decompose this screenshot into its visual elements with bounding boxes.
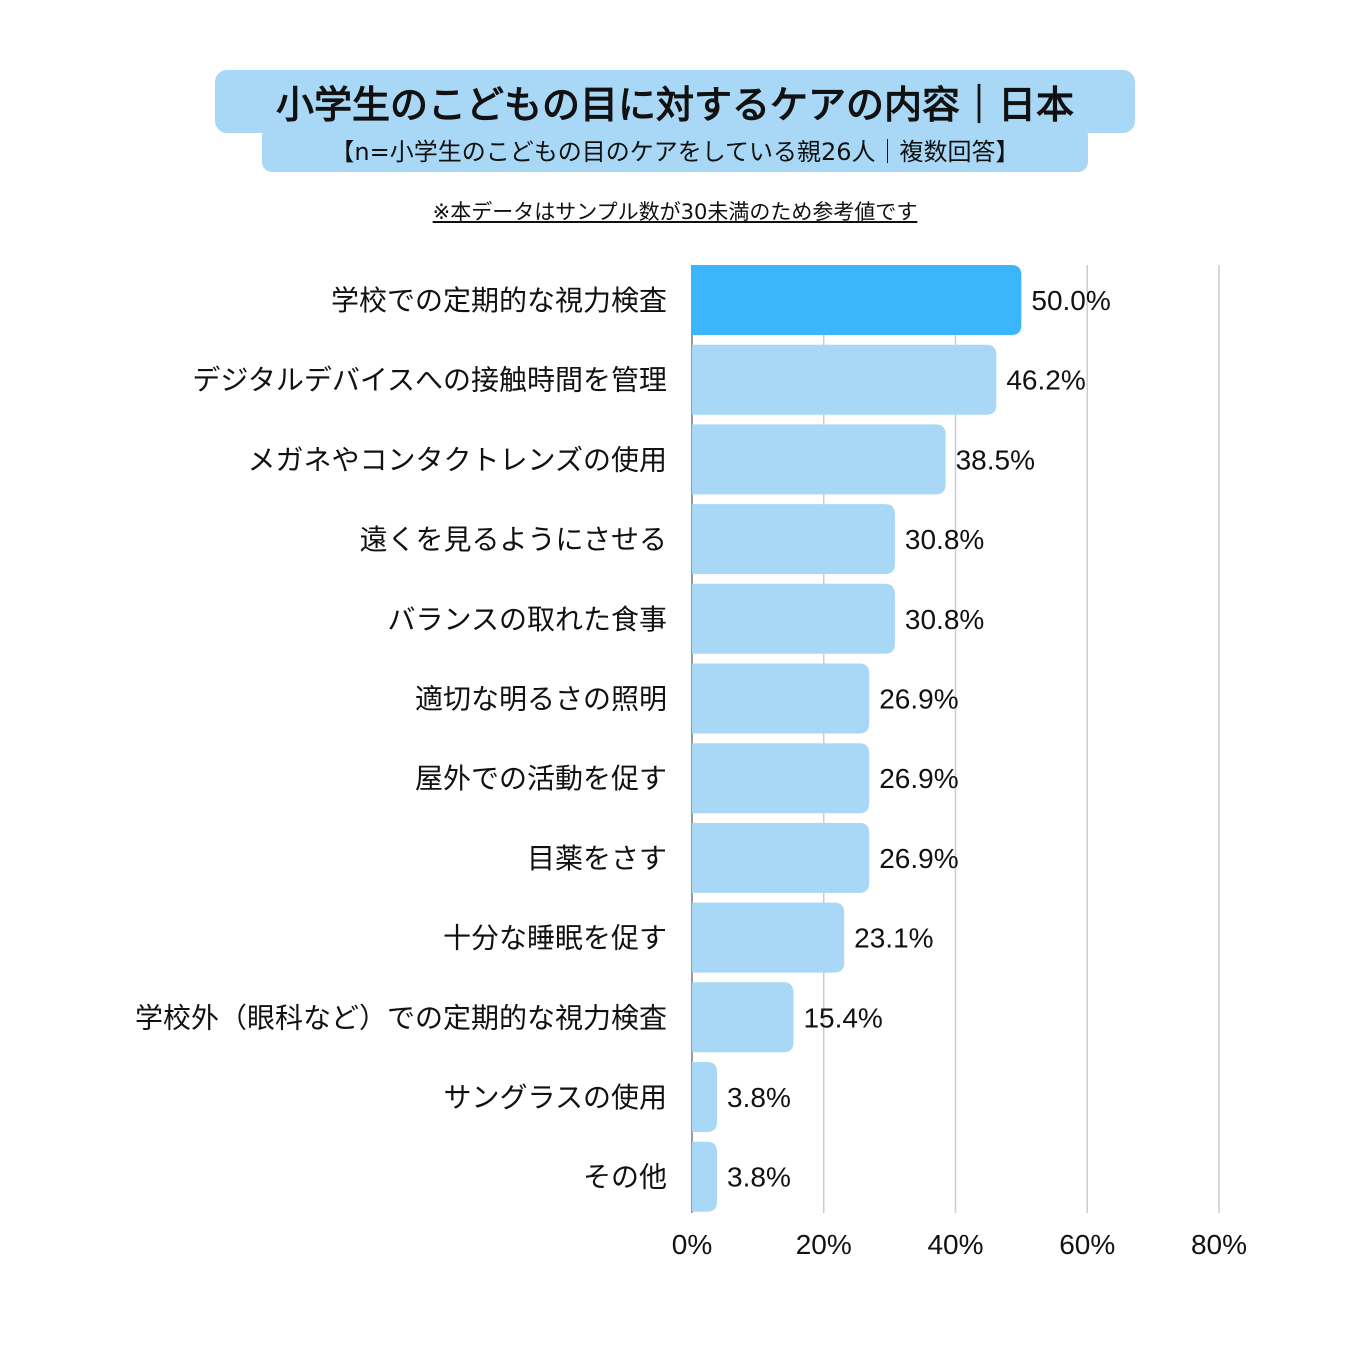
value-label: 26.9%	[879, 763, 958, 794]
category-label: 適切な明るさの照明	[415, 683, 667, 716]
sample-size-note: ※本データはサンプル数が30未満のため参考値です	[432, 200, 918, 224]
bar-8	[692, 822, 870, 893]
category-label: メガネやコンタクトレンズの使用	[248, 443, 667, 476]
category-label: バランスの取れた食事	[388, 603, 667, 636]
grid-lines	[691, 265, 1220, 1213]
bar-11	[692, 1062, 718, 1132]
category-label: 学校での定期的な視力検査	[331, 284, 667, 317]
category-label: 屋外での活動を促す	[415, 762, 667, 795]
bar-3	[692, 424, 946, 495]
bar-4	[692, 504, 895, 575]
value-label: 38.5%	[956, 444, 1035, 475]
category-label: 目薬をさす	[527, 842, 667, 875]
value-label: 46.2%	[1006, 365, 1085, 396]
value-label: 15.4%	[803, 1002, 882, 1033]
category-label: サングラスの使用	[444, 1081, 667, 1114]
x-tick-label: 40%	[927, 1229, 983, 1260]
bar-12	[692, 1141, 718, 1212]
bar-9	[692, 902, 845, 973]
value-label: 3.8%	[727, 1082, 791, 1113]
chart-title: 小学生のこどもの目に対するケアの内容｜日本	[215, 70, 1135, 133]
x-tick-label: 20%	[796, 1229, 852, 1260]
bar-7	[692, 743, 870, 814]
bar-10	[692, 982, 794, 1053]
bar-5	[692, 583, 895, 654]
bar-1	[692, 265, 1022, 335]
x-tick-label: 0%	[672, 1229, 712, 1260]
value-label: 26.9%	[879, 843, 958, 874]
category-label: その他	[583, 1161, 667, 1194]
chart-subtitle: 【n=小学生のこどもの目のケアをしている親26人｜複数回答】	[262, 126, 1088, 172]
x-tick-label: 60%	[1059, 1229, 1115, 1260]
x-tick-label: 80%	[1191, 1229, 1247, 1260]
bars	[692, 265, 1022, 1212]
category-label: 遠くを見るようにさせる	[360, 523, 667, 556]
category-label: デジタルデバイスへの接触時間を管理	[192, 364, 667, 397]
value-label: 26.9%	[879, 684, 958, 715]
bar-6	[692, 663, 870, 734]
category-label: 十分な睡眠を促す	[443, 922, 667, 955]
category-label: 学校外（眼科など）での定期的な視力検査	[135, 1001, 667, 1034]
value-label: 3.8%	[727, 1162, 791, 1193]
value-label: 50.0%	[1031, 285, 1110, 316]
value-label: 30.8%	[905, 604, 984, 635]
bar-2	[692, 344, 997, 415]
value-label: 30.8%	[905, 524, 984, 555]
labels: 0% 20% 40% 60% 80% 学校での定期的な視力検査 50.0% デジタルデバイスへ…	[135, 284, 1247, 1260]
value-label: 23.1%	[854, 923, 933, 954]
